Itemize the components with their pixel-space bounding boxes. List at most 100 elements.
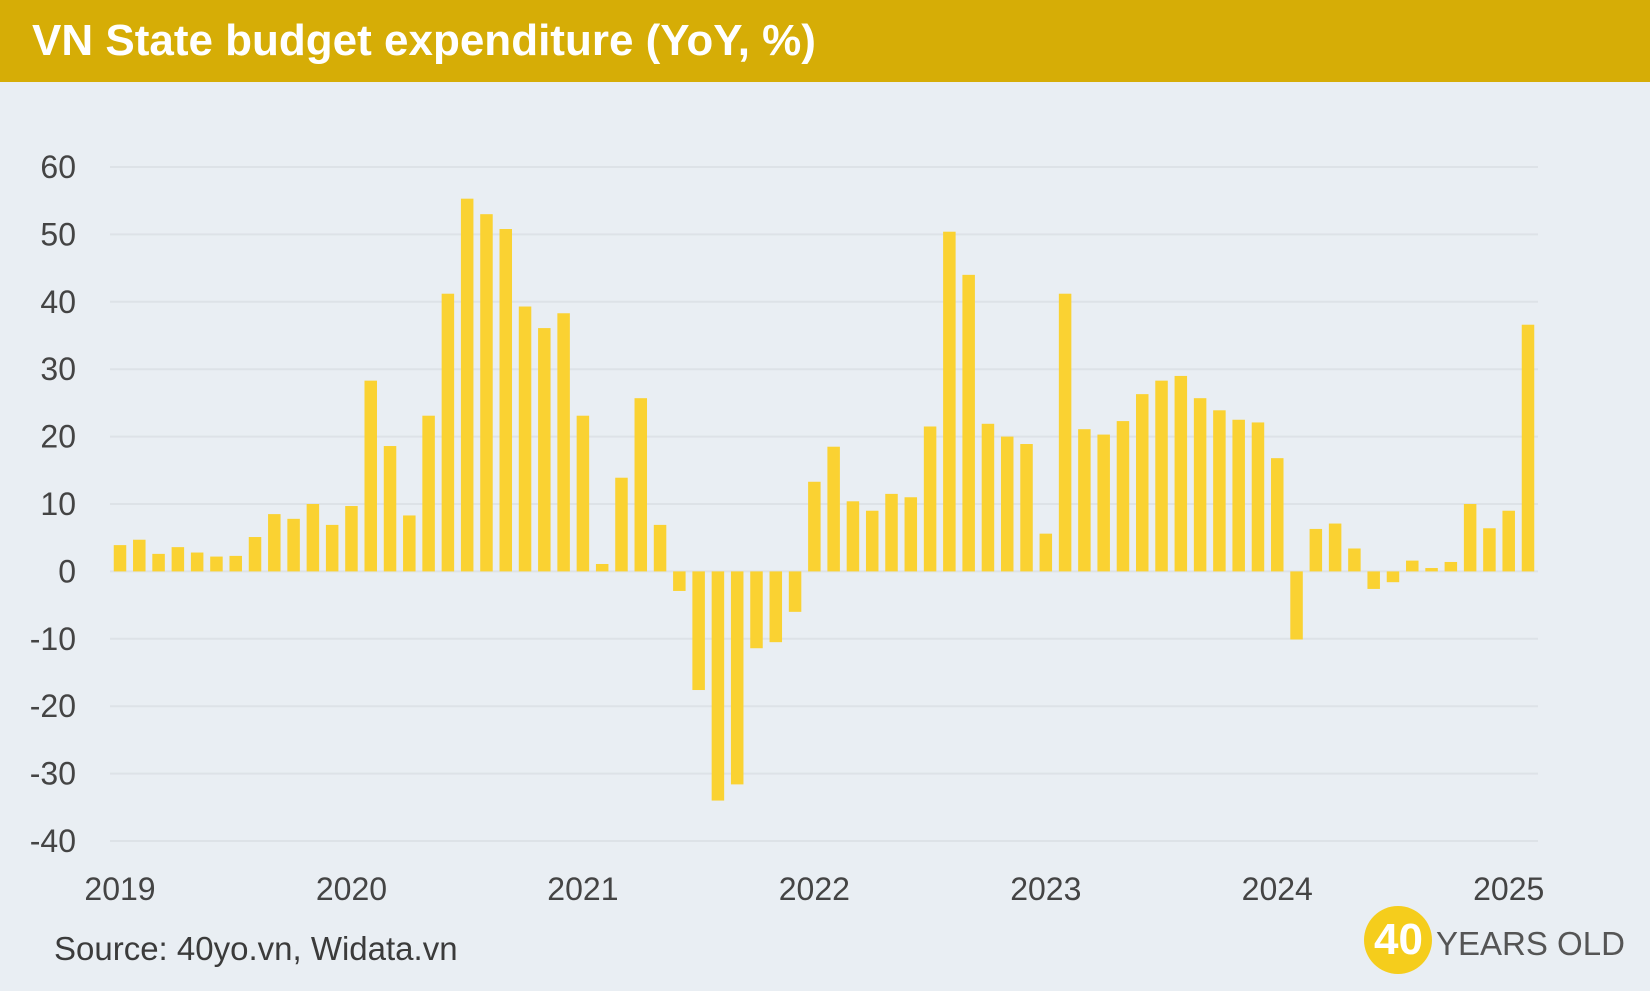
bar (923, 426, 937, 572)
bar (1406, 560, 1419, 572)
y-tick-label: 60 (40, 149, 76, 185)
y-tick-label: 20 (40, 419, 76, 455)
bar (518, 306, 532, 572)
x-tick-label: 2023 (1010, 871, 1081, 907)
y-tick-label: -40 (30, 823, 76, 859)
bar (885, 493, 898, 572)
bar (325, 524, 339, 572)
bar (653, 524, 667, 572)
bar (152, 553, 165, 572)
x-tick-label: 2019 (84, 871, 155, 907)
bar (229, 555, 242, 572)
bar (808, 481, 821, 572)
bar (1213, 410, 1226, 572)
y-tick-label: 40 (40, 284, 76, 320)
bar (1521, 324, 1535, 572)
bar (1058, 293, 1072, 572)
bar (1367, 571, 1380, 589)
bar (1193, 398, 1207, 572)
x-tick-label: 2020 (316, 871, 387, 907)
bar (904, 497, 918, 572)
bar (133, 539, 146, 572)
bar (595, 563, 609, 572)
bar (557, 313, 570, 572)
bar (634, 398, 648, 572)
bar (499, 229, 513, 572)
bar (615, 477, 628, 572)
title-bar: VN State budget expenditure (YoY, %) (0, 0, 1650, 82)
bar (422, 415, 435, 572)
bar (480, 214, 493, 572)
chart-title: VN State budget expenditure (YoY, %) (32, 16, 816, 65)
bar (1174, 375, 1188, 572)
logo-circle (1364, 906, 1432, 974)
source-note: Source: 40yo.vn, Widata.vn (54, 930, 458, 967)
bar (943, 231, 956, 572)
bar (1251, 422, 1265, 572)
logo-number: 40 (1374, 915, 1423, 964)
bar (846, 501, 860, 572)
bar (1502, 510, 1515, 572)
bar (171, 547, 185, 572)
bar (981, 423, 995, 572)
bar (692, 571, 705, 691)
x-tick-label: 2025 (1473, 871, 1544, 907)
bar (210, 556, 223, 572)
bar (788, 571, 802, 612)
bar (673, 571, 686, 591)
y-tick-label: -20 (30, 688, 76, 724)
bar (460, 198, 474, 572)
bar (1483, 528, 1496, 572)
bar (1135, 394, 1149, 572)
bar (865, 510, 879, 572)
y-tick-label: 0 (58, 553, 76, 589)
bar (769, 571, 783, 643)
bar (1425, 568, 1438, 572)
brand-logo: 40 YEARS OLD (1364, 906, 1625, 976)
bar (1386, 571, 1400, 583)
y-tick-label: 10 (40, 486, 76, 522)
bar (268, 514, 281, 572)
bar (383, 446, 397, 572)
bar (827, 446, 840, 572)
bar (113, 545, 127, 572)
bar (962, 274, 975, 572)
y-tick-label: 30 (40, 351, 76, 387)
y-tick-label: -10 (30, 621, 76, 657)
x-tick-label: 2022 (779, 871, 850, 907)
logo-text: YEARS OLD (1436, 925, 1625, 962)
bar (1097, 434, 1110, 572)
bar (1328, 523, 1342, 572)
bar (1290, 571, 1303, 640)
bar (1309, 528, 1323, 572)
bar (345, 506, 358, 572)
bar (538, 328, 551, 572)
bar (1463, 504, 1477, 572)
bar (1348, 548, 1361, 572)
bar (306, 504, 320, 572)
bar (190, 552, 204, 572)
y-tick-label: -30 (30, 756, 76, 792)
bar (1020, 444, 1033, 572)
bar (711, 571, 725, 801)
bar (1116, 421, 1130, 572)
bar (1271, 458, 1284, 572)
bar (364, 380, 377, 572)
bar (730, 571, 744, 785)
bar (287, 518, 300, 572)
bar (576, 415, 590, 572)
bar (248, 537, 262, 572)
bar (1155, 380, 1168, 572)
x-tick-label: 2024 (1242, 871, 1313, 907)
bar (1078, 429, 1091, 572)
y-tick-label: 50 (40, 216, 76, 252)
bar (1039, 533, 1053, 572)
bar (1444, 561, 1458, 572)
bar (1000, 436, 1014, 572)
bar (1232, 419, 1245, 572)
bar (403, 515, 416, 572)
bar (441, 293, 455, 572)
bar (750, 571, 763, 649)
x-tick-label: 2021 (547, 871, 618, 907)
